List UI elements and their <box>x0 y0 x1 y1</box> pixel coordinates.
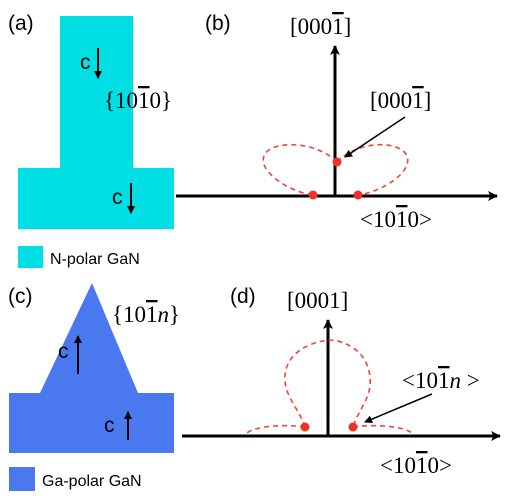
panel-c-facet-suffix: } <box>169 302 180 327</box>
panel-b-x-suffix: 0> <box>407 207 431 232</box>
panel-b-dot-center <box>332 157 342 167</box>
panel-d-dashed-lobe <box>284 339 371 428</box>
panel-b: (b) [0001] [0001] <1010> <box>176 12 498 232</box>
panel-a-facet-suffix: 0} <box>150 88 173 113</box>
panel-d-dot-left <box>300 422 310 432</box>
panel-b-pointer-bar: 1 <box>412 88 424 113</box>
panel-c-facet-italic: n <box>158 302 170 327</box>
panel-d-pointer-arrow <box>364 393 433 423</box>
panel-b-pointer-suffix: ] <box>424 88 432 113</box>
panel-b-x-prefix: <10 <box>360 207 396 232</box>
legend-ga-polar-swatch <box>9 467 35 491</box>
panel-c-label: (c) <box>8 285 33 308</box>
panel-d-axis-label: [0001] <box>287 288 348 313</box>
panel-a-label: (a) <box>8 12 34 35</box>
panel-b-dashed-lobe-right <box>336 143 409 196</box>
panel-c: (c) c {101n} c <box>8 283 180 453</box>
panel-c-facet-prefix: {10 <box>112 302 146 327</box>
panel-a-c-lower: c <box>112 186 123 209</box>
panel-d-pointer-label: <101n > <box>402 368 480 393</box>
legend-n-polar: N-polar GaN <box>18 246 140 268</box>
panel-d-pointer-bar: 1 <box>438 368 450 393</box>
legend-ga-polar: Ga-polar GaN <box>9 467 142 491</box>
panel-a-facet-prefix: {10 <box>104 88 138 113</box>
panel-b-axis-label: [0001] <box>290 14 351 39</box>
panel-b-dashed-lobe-left <box>262 143 338 196</box>
n-polar-pillar-shape <box>18 16 174 229</box>
legend-n-polar-label: N-polar GaN <box>50 251 140 268</box>
panel-c-facet-label: {101n} <box>112 302 180 327</box>
panel-a: (a) c {1010} c <box>8 12 174 229</box>
panel-c-c-upper: c <box>58 340 69 363</box>
panel-b-dot-left <box>308 190 318 200</box>
panel-d-dashed-tail-right <box>352 424 413 434</box>
panel-a-facet-label: {1010} <box>104 88 172 113</box>
panel-b-dot-right <box>353 190 363 200</box>
panel-b-pointer-label: [0001] <box>370 88 431 113</box>
panel-d-label: (d) <box>230 285 256 308</box>
panel-d-pointer-italic: n <box>449 368 461 393</box>
panel-b-x-bar: 1 <box>396 207 408 232</box>
panel-d-dashed-tail-left <box>246 424 306 434</box>
ga-polar-pyramid-shape <box>9 283 174 453</box>
panel-b-axis-bar: 1 <box>332 14 344 39</box>
panel-a-c-upper: c <box>80 51 91 74</box>
panel-c-c-lower: c <box>104 414 115 437</box>
panel-b-label: (b) <box>205 12 231 35</box>
legend-ga-polar-label: Ga-polar GaN <box>42 473 142 490</box>
panel-b-axis-suffix: ] <box>344 14 352 39</box>
panel-b-pointer-arrow <box>344 116 406 158</box>
panel-d-x-prefix: <10 <box>380 453 416 478</box>
panel-c-facet-bar: 1 <box>146 302 158 327</box>
panel-d: (d) [0001] <101n > <1010> <box>182 285 501 478</box>
panel-d-x-suffix: 0> <box>427 453 451 478</box>
panel-d-dot-right <box>348 422 358 432</box>
panel-d-x-label: <1010> <box>380 453 452 478</box>
panel-a-facet-bar: 1 <box>138 88 150 113</box>
legend-n-polar-swatch <box>18 246 43 268</box>
panel-b-pointer-prefix: [000 <box>370 88 412 113</box>
panel-d-pointer-suffix: > <box>461 368 480 393</box>
panel-d-x-bar: 1 <box>416 453 428 478</box>
panel-b-x-label: <1010> <box>360 207 432 232</box>
panel-b-axis-prefix: [000 <box>290 14 332 39</box>
panel-d-pointer-prefix: <10 <box>402 368 438 393</box>
